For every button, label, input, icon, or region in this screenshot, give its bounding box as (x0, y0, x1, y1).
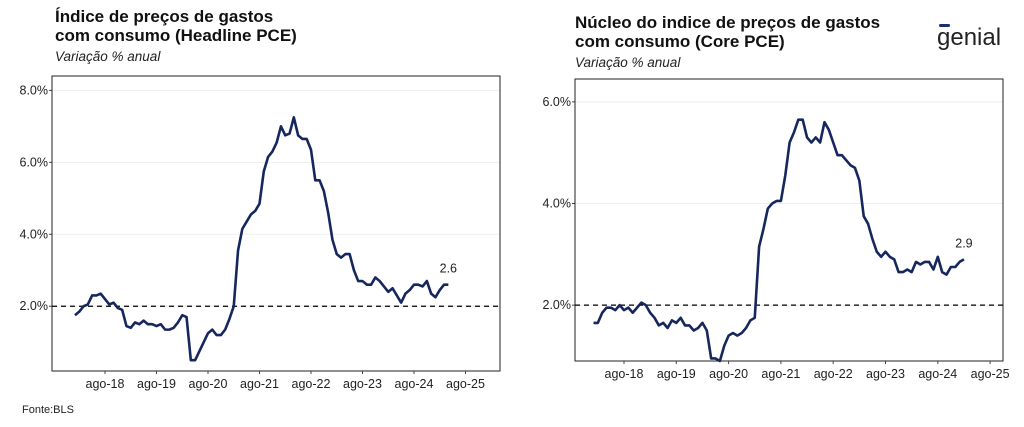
y-tick-label: 6.0% (543, 95, 572, 109)
x-tick-label: ago-22 (814, 367, 853, 381)
x-tick-label: ago-20 (709, 367, 748, 381)
x-tick-label: ago-24 (918, 367, 957, 381)
source-note: Fonte:BLS (22, 404, 74, 416)
x-tick-label: ago-18 (605, 367, 644, 381)
core-pce-title-line2: com consumo (Core PCE) (575, 32, 785, 51)
y-tick-label: 8.0% (20, 83, 49, 97)
x-tick-label: ago-20 (189, 377, 228, 391)
x-tick-label: ago-18 (86, 377, 125, 391)
core-pce-title: Núcleo do indice de preços de gastos com… (575, 13, 935, 70)
y-tick-label: 4.0% (20, 227, 49, 241)
headline-pce-title-line1: Índice de preços de gastos (55, 7, 274, 26)
core-pce-subtitle: Variação % anual (575, 55, 681, 70)
genial-logo: genial (937, 24, 1001, 51)
headline-pce-title-line2: com consumo (Headline PCE) (55, 26, 297, 45)
y-tick-label: 4.0% (543, 196, 572, 210)
x-tick-label: ago-25 (446, 377, 485, 391)
x-tick-label: ago-24 (395, 377, 434, 391)
plot-frame (574, 78, 1004, 362)
plot-frame (51, 75, 501, 372)
core-pce-title-line1: Núcleo do indice de preços de gastos (575, 13, 881, 32)
x-tick-label: ago-19 (657, 367, 696, 381)
genial-logo-text: genial (937, 24, 1001, 51)
headline-pce-title: Índice de preços de gastos com consumo (… (55, 7, 395, 64)
x-tick-label: ago-19 (137, 377, 176, 391)
end-value-label: 2.6 (440, 262, 457, 276)
series-line (593, 118, 965, 363)
y-tick-label: 2.0% (20, 299, 49, 313)
x-tick-label: ago-22 (292, 377, 331, 391)
series-line (74, 116, 449, 362)
x-tick-label: ago-21 (761, 367, 800, 381)
y-tick-label: 6.0% (20, 155, 49, 169)
end-value-label: 2.9 (955, 236, 972, 250)
x-tick-label: ago-25 (971, 367, 1010, 381)
genial-logo-accent (939, 24, 950, 27)
x-tick-label: ago-21 (240, 377, 279, 391)
y-tick-label: 2.0% (543, 298, 572, 312)
x-tick-label: ago-23 (343, 377, 382, 391)
x-tick-label: ago-23 (866, 367, 905, 381)
headline-pce-subtitle: Variação % anual (55, 49, 161, 64)
